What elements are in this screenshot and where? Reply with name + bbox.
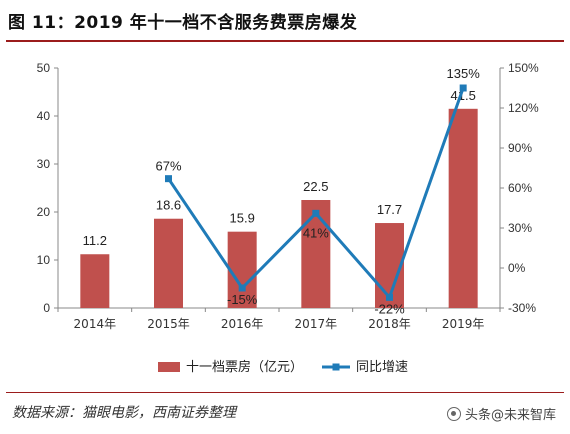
source-note: 数据来源：猫眼电影，西南证券整理 (12, 405, 236, 421)
x-tick-label: 2016年 (221, 317, 264, 331)
growth-point (459, 84, 467, 92)
y-right-tick-label: 90% (508, 141, 532, 155)
growth-data-label: 135% (447, 66, 481, 81)
y-right-tick-label: 60% (508, 181, 532, 195)
y-right-tick-label: -30% (508, 301, 536, 315)
y-left-tick-label: 50 (37, 61, 51, 75)
y-right-tick-label: 120% (508, 101, 539, 115)
footer-divider (6, 392, 564, 393)
x-tick-label: 2018年 (368, 317, 411, 331)
bar-data-label: 17.7 (377, 202, 402, 217)
y-right-tick-label: 0% (508, 261, 526, 275)
x-tick-label: 2017年 (295, 317, 338, 331)
x-tick-label: 2019年 (442, 317, 485, 331)
bar (80, 254, 110, 308)
growth-point (386, 293, 393, 301)
growth-data-label: -15% (227, 292, 258, 307)
y-left-tick-label: 40 (37, 109, 51, 123)
legend-line-label: 同比增速 (356, 360, 408, 375)
y-right-tick-label: 30% (508, 221, 532, 235)
watermark: 头条@未来智库 (446, 404, 556, 423)
legend-bar-label: 十一档票房（亿元） (186, 359, 303, 375)
watermark-text: 头条@未来智库 (464, 408, 556, 423)
growth-data-label: 41% (303, 225, 329, 240)
growth-data-label: -22% (374, 301, 405, 316)
bar (154, 218, 183, 308)
y-left-tick-label: 10 (37, 253, 51, 267)
y-left-tick-label: 20 (37, 205, 51, 219)
bar-data-label: 15.9 (230, 211, 255, 226)
growth-point (165, 175, 172, 183)
growth-point (238, 284, 246, 292)
title-bar: 图 11：2019 年十一档不含服务费票房爆发 (0, 0, 570, 42)
watermark-icon (446, 406, 461, 421)
y-right-tick-label: 150% (508, 61, 539, 75)
x-tick-label: 2015年 (147, 317, 190, 331)
bar-data-label: 11.2 (83, 233, 107, 248)
title-divider (6, 40, 564, 42)
legend-line-marker (332, 363, 340, 371)
y-left-tick-label: 30 (37, 157, 51, 171)
bar-data-label: 41.5 (451, 88, 476, 103)
y-left-tick-label: 0 (43, 301, 50, 315)
bar-data-label: 18.6 (156, 198, 181, 213)
bar (448, 108, 478, 308)
bar-data-label: 22.5 (303, 179, 328, 194)
growth-point (312, 209, 320, 217)
x-tick-label: 2014年 (74, 317, 117, 331)
growth-data-label: 67% (155, 159, 181, 174)
legend-bar-swatch (158, 362, 180, 372)
bar (227, 231, 257, 308)
bar (301, 200, 331, 308)
chart: 0 10 20 30 40 50 -30% 0% 30% 60% 90% 120% 150% 2014年 2… (37, 61, 539, 375)
chart-title: 图 11：2019 年十一档不含服务费票房爆发 (8, 13, 358, 33)
